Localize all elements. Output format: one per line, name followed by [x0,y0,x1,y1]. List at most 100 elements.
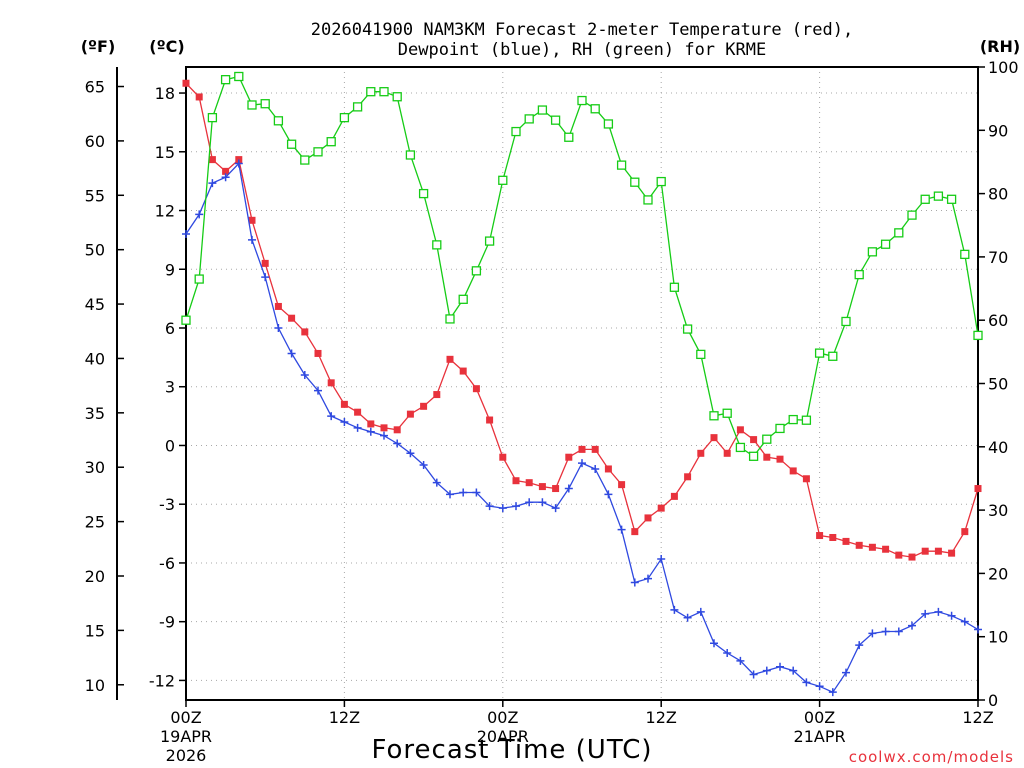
celsius-tick-label: 15 [155,143,175,162]
rh-tick-label: 50 [988,375,1008,394]
temperature-point [222,167,230,175]
rh-point [933,191,944,201]
temperature-point [921,547,929,555]
temperature-point [433,391,441,399]
rh-point [841,316,851,327]
temperature-point [446,355,454,363]
rh-tick-label: 0 [988,691,998,710]
time-tick-year: 2026 [166,746,207,765]
rh-point [194,274,204,284]
temperature-point [934,547,942,555]
time-tick-label: 12Z [646,708,677,727]
temperature-point [340,400,348,408]
chart-title: 2026041900 NAM3KM Forecast 2-meter Tempe… [311,20,853,40]
rh-point [181,315,191,325]
dewpoint-point [234,159,243,168]
dewpoint-point [776,662,784,671]
fahrenheit-tick-label: 30 [85,458,105,477]
rh-unit-label: (RH) [980,37,1020,56]
dewpoint-point [314,386,322,395]
rh-point [603,119,614,129]
dewpoint-point [934,607,943,616]
rh-point [511,126,521,137]
dewpoint-point [644,574,652,583]
rh-point [234,71,244,82]
dewpoint-point [921,609,930,618]
fahrenheit-tick-label: 50 [85,241,105,260]
rh-point [814,348,825,358]
rh-point [788,414,798,425]
dewpoint-point [406,449,415,458]
temperature-point [195,93,203,101]
time-tick-date: 20APR [477,727,529,746]
watermark: coolwx.com/models [849,748,1014,766]
temperature-point [670,492,678,500]
temperature-point [736,426,744,434]
time-tick-date: 19APR [160,727,212,746]
temperature-point [512,477,520,485]
dewpoint-point [459,488,468,497]
dewpoint-point [604,490,613,499]
time-tick-label: 00Z [487,708,518,727]
rh-point [524,114,534,124]
temperature-point [776,455,784,463]
temperature-point [525,479,533,487]
temperature-point [288,314,296,322]
rh-point [616,160,627,170]
temperature-point [961,528,969,536]
rh-point [207,112,218,123]
dewpoint-point [908,621,916,630]
dewpoint-point [327,412,336,421]
temperature-point [710,434,718,442]
rh-point [867,247,878,257]
dewpoint-point [591,464,600,473]
dewpoint-point [710,639,718,648]
dewpoint-point [248,235,256,244]
rh-point [498,175,508,185]
time-tick-label: 00Z [804,708,835,727]
temperature-point [182,79,190,87]
rh-tick-label: 80 [988,185,1008,204]
temperature-point [684,473,692,481]
temperature-point [631,528,639,536]
rh-point [907,210,917,220]
rh-point [656,176,666,187]
rh-tick-label: 90 [988,121,1008,140]
rh-point [273,116,284,126]
rh-point [630,177,640,187]
celsius-tick-label: 18 [155,84,175,103]
temperature-point [618,481,626,489]
rh-point [577,95,587,106]
rh-tick-label: 70 [988,248,1008,267]
fahrenheit-tick-label: 55 [85,186,105,205]
rh-point [946,194,957,204]
dewpoint-point [723,649,732,658]
rh-point [854,269,864,280]
fahrenheit-tick-label: 15 [85,621,105,640]
dewpoint-point [353,423,362,432]
temperature-point [274,302,282,310]
celsius-tick-label: 3 [165,378,175,397]
x-axis-label: Forecast Time (UTC) [371,735,652,765]
temperature-point [499,453,507,461]
temperature-point [367,420,375,428]
dewpoint-point [446,490,454,499]
rh-point [682,324,693,334]
rh-point [748,451,759,461]
rh-point [762,434,772,444]
temperature-point [552,485,560,493]
rh-point [405,150,416,160]
temperature-point [393,426,401,434]
celsius-tick-label: 9 [165,260,175,279]
dewpoint-point [182,230,190,239]
dewpoint-point [868,629,877,638]
fahrenheit-tick-label: 20 [85,567,105,586]
dewpoint-line [185,162,979,694]
temperature-point [578,445,586,453]
dewpoint-point [432,478,441,487]
celsius-tick-label: -12 [149,671,175,690]
celsius-tick-label: 0 [165,436,175,455]
temperature-point [604,465,612,473]
rh-point [801,415,812,425]
